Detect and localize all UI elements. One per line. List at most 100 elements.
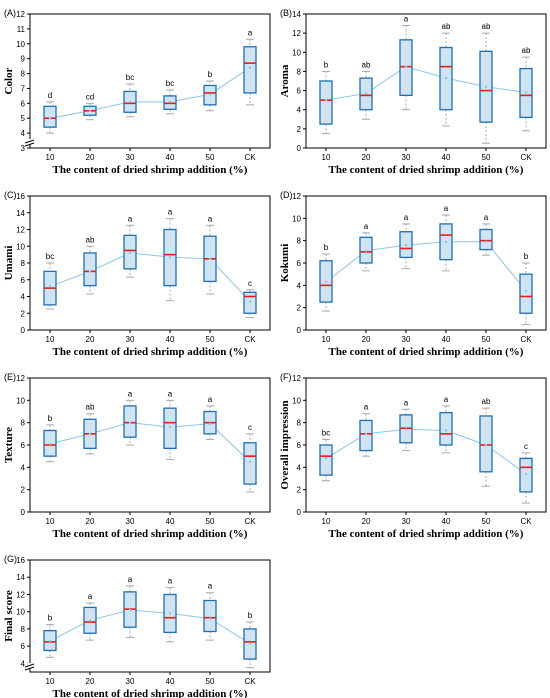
mean-trend-line (49, 67, 251, 119)
significance-letter: a (168, 577, 173, 586)
x-tick-label: CK (244, 677, 256, 686)
x-axis-title: The content of dried shrimp addition (%) (53, 346, 248, 358)
box-20: a (359, 403, 373, 457)
mean-marker (444, 76, 448, 80)
panel-3: 0 2 4 6 8 10 12 14 16 10 20 30 40 50 CK bc ab a a a c (C) The … (3, 190, 271, 358)
significance-letter: a (208, 582, 213, 591)
iqr-box (439, 411, 453, 446)
x-tick-label: 40 (442, 153, 451, 162)
box-CK: c (243, 423, 257, 493)
box-40: a (163, 577, 177, 643)
box-20: ab (83, 235, 97, 295)
mean-trend-line (49, 609, 251, 644)
y-tick-label: 6 (21, 441, 26, 450)
significance-letter: b (48, 614, 53, 623)
mean-marker (48, 285, 52, 288)
y-tick-label: 4 (21, 463, 26, 472)
mean-marker (324, 98, 328, 102)
significance-letter: a (444, 204, 449, 213)
significance-letter: a (404, 14, 409, 23)
y-tick-label: 12 (16, 374, 25, 383)
x-axis-title: The content of dried shrimp addition (%) (329, 164, 524, 176)
significance-letter: a (208, 214, 213, 223)
mean-marker (248, 66, 252, 69)
mean-marker (128, 100, 132, 104)
y-tick-label: 12 (292, 374, 301, 383)
box-20: a (359, 222, 373, 272)
y-tick-label: 4 (297, 106, 302, 115)
y-axis-title: Kokumi (279, 244, 291, 283)
box-10: b (43, 614, 57, 658)
x-tick-label: CK (244, 335, 256, 344)
box-10: b (319, 243, 333, 312)
mean-trend-line (325, 241, 527, 292)
mean-marker (168, 425, 172, 429)
x-tick-label: 10 (322, 153, 331, 162)
mean-marker (88, 619, 92, 622)
y-tick-label: 12 (16, 10, 25, 19)
y-tick-label: 8 (21, 70, 26, 79)
iqr-box (319, 444, 333, 476)
mean-marker (128, 251, 132, 255)
panel-1: 3 4 5 6 7 8 9 10 11 12 10 20 30 40 50 CK d cd bc bc b a (A) The… (3, 8, 271, 176)
significance-letter: a (364, 222, 369, 231)
box-30: a (123, 389, 137, 446)
mean-marker (444, 429, 448, 432)
mean-marker (48, 442, 52, 446)
y-tick-label: 14 (292, 10, 301, 19)
axis-break-mark (24, 139, 35, 144)
iqr-box (479, 228, 493, 251)
x-tick-label: 30 (126, 517, 135, 526)
mean-marker (444, 240, 448, 243)
y-tick-label: 7 (21, 84, 26, 93)
y-tick-label: 14 (16, 573, 25, 582)
x-tick-label: 30 (402, 517, 411, 526)
y-tick-label: 6 (21, 276, 26, 285)
significance-letter: a (404, 398, 409, 407)
mean-marker (128, 608, 132, 612)
axis-break-mark (24, 142, 35, 147)
box-40: bc (163, 79, 177, 115)
mean-marker (208, 422, 212, 425)
y-tick-label: 14 (16, 209, 25, 218)
y-tick-label: 3 (21, 144, 26, 153)
mean-marker (88, 109, 92, 112)
box-20: ab (359, 60, 373, 120)
y-tick-label: 4 (297, 463, 302, 472)
significance-letter: a (168, 389, 173, 398)
significance-letter: b (208, 70, 213, 79)
x-axis-title: The content of dried shrimp addition (%) (329, 346, 524, 358)
significance-letter: b (48, 414, 53, 423)
box-40: a (163, 389, 177, 461)
significance-letter: d (48, 91, 52, 100)
y-tick-label: 4 (21, 293, 26, 302)
mean-marker (524, 289, 528, 293)
box-50: ab (479, 397, 493, 487)
box-50: a (479, 213, 493, 256)
box-10: d (43, 91, 57, 134)
x-tick-label: 20 (86, 517, 95, 526)
mean-marker (484, 85, 488, 88)
mean-marker (524, 91, 528, 94)
significance-letter: a (364, 403, 369, 412)
significance-letter: a (168, 208, 173, 217)
mean-marker (48, 639, 52, 643)
y-tick-label: 2 (21, 309, 26, 318)
y-tick-label: 0 (297, 144, 302, 153)
mean-marker (48, 117, 52, 120)
mean-trend-line (49, 422, 251, 463)
significance-letter: c (248, 279, 252, 288)
axis-break-mark (24, 663, 35, 668)
x-axis-title: The content of dried shrimp addition (%) (53, 164, 248, 176)
box-CK: a (243, 28, 257, 106)
y-tick-label: 4 (21, 659, 26, 668)
y-axis-title: Final score (3, 590, 15, 642)
x-tick-label: 50 (482, 517, 491, 526)
y-tick-label: 10 (292, 48, 301, 57)
significance-letter: ab (362, 60, 371, 69)
x-tick-label: 10 (46, 153, 55, 162)
x-tick-label: CK (244, 517, 256, 526)
significance-letter: a (128, 389, 133, 398)
significance-letter: bc (46, 252, 54, 261)
box-10: b (43, 414, 57, 463)
